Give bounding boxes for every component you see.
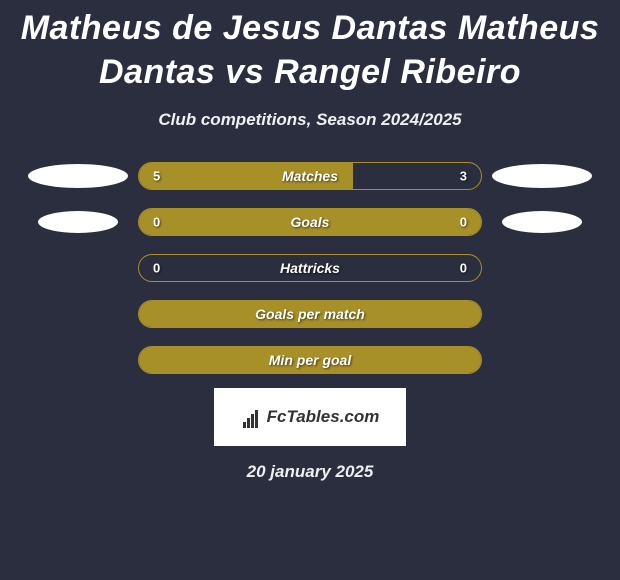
stat-label: Goals [291, 214, 330, 230]
stat-label: Goals per match [255, 306, 365, 322]
stat-value-right: 3 [460, 169, 467, 184]
player-avatar-right [502, 211, 582, 233]
page-subtitle: Club competitions, Season 2024/2025 [158, 110, 461, 130]
avatar-left-wrap [28, 348, 128, 372]
footer-date: 20 january 2025 [247, 462, 374, 482]
avatar-right-wrap [492, 211, 592, 233]
stat-value-right: 0 [460, 215, 467, 230]
player-avatar-left [28, 164, 128, 188]
player-avatar-left [38, 211, 118, 233]
avatar-right-wrap [492, 348, 592, 372]
stat-bar-hattricks: 0 Hattricks 0 [138, 254, 482, 282]
stat-value-left: 5 [153, 169, 160, 184]
stats-comparison-card: Matheus de Jesus Dantas Matheus Dantas v… [0, 0, 620, 580]
stats-area: 5 Matches 3 0 Goals 0 [0, 162, 620, 374]
stat-row: Min per goal [0, 346, 620, 374]
stat-label: Hattricks [280, 260, 340, 276]
bar-chart-icon [241, 406, 263, 428]
avatar-left-wrap [28, 211, 128, 233]
stat-bar-min-per-goal: Min per goal [138, 346, 482, 374]
stat-value-left: 0 [153, 215, 160, 230]
avatar-right-wrap [492, 164, 592, 188]
avatar-right-wrap [492, 302, 592, 326]
stat-label: Matches [282, 168, 338, 184]
stat-bar-goals-per-match: Goals per match [138, 300, 482, 328]
avatar-right-wrap [492, 256, 592, 280]
brand-name: FcTables.com [267, 407, 380, 427]
stat-label: Min per goal [269, 352, 351, 368]
brand-box[interactable]: FcTables.com [214, 388, 406, 446]
player-avatar-right [492, 164, 592, 188]
avatar-left-wrap [28, 302, 128, 326]
avatar-left-wrap [28, 256, 128, 280]
stat-row: 5 Matches 3 [0, 162, 620, 190]
page-title: Matheus de Jesus Dantas Matheus Dantas v… [0, 6, 620, 94]
stat-bar-matches: 5 Matches 3 [138, 162, 482, 190]
stat-row: 0 Hattricks 0 [0, 254, 620, 282]
stat-value-right: 0 [460, 261, 467, 276]
avatar-left-wrap [28, 164, 128, 188]
stat-row: 0 Goals 0 [0, 208, 620, 236]
stat-bar-goals: 0 Goals 0 [138, 208, 482, 236]
stat-value-left: 0 [153, 261, 160, 276]
stat-row: Goals per match [0, 300, 620, 328]
